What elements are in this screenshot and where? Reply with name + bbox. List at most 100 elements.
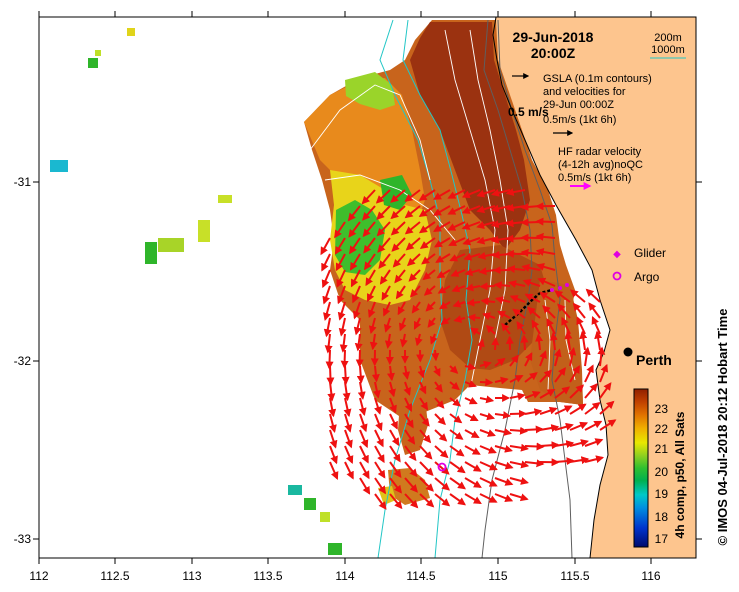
velocity-vector bbox=[419, 445, 433, 460]
sst-pixel bbox=[88, 58, 98, 68]
velocity-vector bbox=[569, 421, 589, 431]
velocity-vector bbox=[324, 333, 333, 354]
velocity-vector bbox=[434, 413, 446, 426]
velocity-vector bbox=[599, 400, 615, 415]
colorbar-tick: 20 bbox=[655, 465, 669, 479]
velocity-vector bbox=[419, 397, 429, 411]
velocity-vector bbox=[449, 429, 464, 440]
velocity-vector bbox=[389, 477, 402, 494]
velocity-vector bbox=[435, 253, 451, 263]
argo-legend-symbol bbox=[612, 271, 622, 281]
gsla-legend-line3: 29-Jun 00:00Z bbox=[543, 99, 614, 111]
velocity-vector bbox=[374, 413, 383, 432]
velocity-vector bbox=[449, 477, 467, 490]
velocity-vector bbox=[516, 321, 526, 335]
velocity-vector bbox=[343, 397, 352, 418]
velocity-vector bbox=[568, 347, 577, 367]
velocity-vector bbox=[389, 429, 400, 447]
velocity-vector bbox=[464, 380, 477, 388]
velocity-vector bbox=[368, 317, 377, 335]
velocity-vector bbox=[344, 461, 354, 480]
velocity-vector bbox=[363, 237, 376, 254]
x-tick-label: 112 bbox=[29, 569, 48, 583]
velocity-vector bbox=[362, 205, 376, 221]
velocity-vector bbox=[539, 291, 556, 303]
velocity-vector bbox=[369, 333, 378, 351]
velocity-vector bbox=[375, 189, 391, 204]
velocity-vector bbox=[337, 301, 346, 321]
velocity-vector bbox=[436, 269, 451, 279]
velocity-vector bbox=[554, 386, 571, 399]
velocity-vector bbox=[433, 365, 441, 377]
glider-legend-label: Glider bbox=[634, 246, 666, 260]
gsla-scale-label: 0.5 m/s bbox=[508, 105, 549, 119]
velocity-vector bbox=[572, 302, 586, 319]
colorbar-tick: 23 bbox=[655, 402, 669, 416]
x-axis bbox=[38, 11, 652, 564]
velocity-vector bbox=[505, 188, 526, 197]
velocity-vector bbox=[466, 298, 481, 307]
velocity-vector bbox=[469, 327, 481, 336]
velocity-vector bbox=[524, 372, 538, 383]
sst-pixel bbox=[127, 28, 135, 36]
velocity-vector bbox=[494, 461, 514, 470]
velocity-vector bbox=[478, 267, 496, 276]
velocity-vector bbox=[434, 381, 443, 393]
velocity-vector bbox=[337, 285, 346, 305]
hf-legend-line1: HF radar velocity bbox=[558, 146, 642, 158]
velocity-vector bbox=[449, 253, 466, 262]
velocity-vector bbox=[413, 317, 422, 330]
velocity-vector bbox=[479, 429, 496, 437]
velocity-vector bbox=[358, 397, 367, 417]
velocity-vector bbox=[404, 221, 421, 235]
velocity-vector bbox=[494, 357, 506, 367]
velocity-vector bbox=[569, 456, 590, 465]
velocity-vector bbox=[347, 205, 361, 222]
velocity-vector bbox=[374, 397, 382, 415]
velocity-vector bbox=[554, 422, 574, 431]
credit-text: © IMOS 04-Jul-2018 20:12 Hobart Time bbox=[715, 309, 730, 546]
velocity-vector bbox=[569, 289, 586, 303]
x-tick-label: 115.5 bbox=[560, 569, 589, 583]
velocity-vector bbox=[404, 493, 419, 509]
y-tick-labels: -31 -32 -33 bbox=[14, 175, 32, 546]
velocity-vector bbox=[422, 269, 436, 281]
velocity-vector bbox=[350, 269, 361, 288]
velocity-vector bbox=[379, 269, 391, 285]
velocity-vector bbox=[554, 405, 573, 415]
colorbar-tick: 18 bbox=[655, 510, 669, 524]
velocity-vector bbox=[340, 349, 349, 369]
colorbar-tick: 21 bbox=[655, 442, 669, 456]
velocity-vector bbox=[417, 365, 426, 379]
velocity-vector bbox=[539, 350, 547, 367]
velocity-vector bbox=[374, 461, 386, 479]
velocity-vector bbox=[579, 330, 588, 351]
velocity-vector bbox=[569, 439, 589, 447]
velocity-vector bbox=[549, 332, 558, 351]
velocity-vector bbox=[524, 459, 545, 468]
velocity-vector bbox=[542, 305, 556, 319]
colorbar-tick: 22 bbox=[655, 422, 669, 436]
velocity-vector bbox=[569, 403, 587, 415]
velocity-vector bbox=[539, 424, 560, 432]
velocity-vector bbox=[584, 383, 598, 399]
velocity-vector bbox=[599, 363, 609, 383]
velocity-vector bbox=[501, 322, 511, 335]
sst-pixel bbox=[50, 160, 68, 172]
velocity-vector bbox=[588, 302, 601, 319]
x-tick-labels: 112 112.5 113 113.5 114 114.5 115 115.5 … bbox=[29, 569, 660, 583]
velocity-vector bbox=[535, 217, 556, 226]
x-tick-label: 112.5 bbox=[100, 569, 129, 583]
velocity-vector bbox=[381, 285, 391, 301]
velocity-vector bbox=[404, 413, 414, 429]
velocity-vector bbox=[535, 248, 556, 256]
velocity-vector bbox=[344, 429, 353, 449]
velocity-vector bbox=[419, 237, 436, 249]
velocity-vector bbox=[485, 324, 496, 335]
velocity-vector bbox=[451, 284, 466, 293]
velocity-vector bbox=[449, 381, 460, 391]
depth-legend-200: 200m bbox=[654, 32, 682, 44]
velocity-vector bbox=[508, 280, 526, 288]
velocity-vector bbox=[554, 440, 575, 449]
x-tick-label: 116 bbox=[641, 569, 660, 583]
